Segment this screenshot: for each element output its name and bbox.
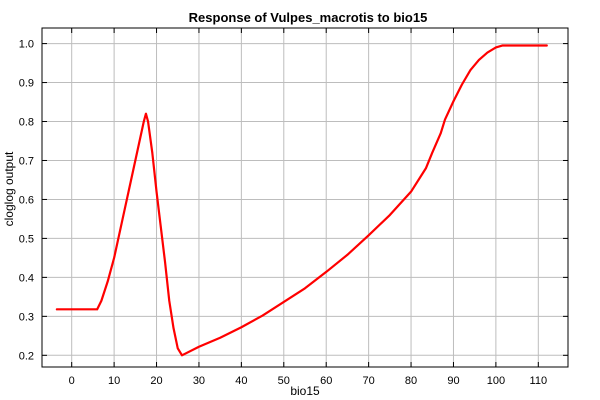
y-tick-label: 0.4 bbox=[19, 272, 34, 284]
response-curve-point bbox=[261, 314, 264, 317]
response-curve-point bbox=[478, 59, 480, 61]
x-tick-label: 40 bbox=[235, 375, 247, 387]
response-curve-point bbox=[155, 190, 158, 193]
x-tick-label: 30 bbox=[193, 375, 205, 387]
axis-ticks: 0 10 20 30 40 50 60 70 80 90 100 110 0.2 0.3 0.4 0.5 0.6… bbox=[19, 28, 568, 387]
response-curve-point bbox=[138, 140, 141, 142]
y-tick-label: 0.5 bbox=[19, 233, 34, 245]
response-curve-point bbox=[282, 301, 285, 303]
response-curve-point bbox=[113, 257, 115, 259]
response-curve-point bbox=[501, 44, 504, 47]
response-curve-point bbox=[172, 327, 175, 329]
chart-title: Response of Vulpes_macrotis to bio15 bbox=[189, 10, 428, 25]
response-curve-point bbox=[56, 308, 58, 311]
series-layer bbox=[55, 44, 548, 357]
x-tick-label: 10 bbox=[108, 375, 120, 387]
x-tick-label: 80 bbox=[405, 375, 417, 387]
response-curve-point bbox=[151, 151, 154, 154]
response-curve-point bbox=[143, 120, 145, 123]
y-tick-label: 0.3 bbox=[19, 311, 34, 323]
response-curve-point bbox=[529, 44, 531, 47]
response-curve-point bbox=[130, 179, 132, 181]
x-tick-label: 60 bbox=[320, 375, 332, 387]
y-tick-label: 0.8 bbox=[19, 117, 34, 129]
response-curve-point bbox=[168, 299, 171, 302]
grid bbox=[42, 28, 568, 367]
x-tick-label: 110 bbox=[530, 375, 548, 387]
response-curve-point bbox=[100, 299, 103, 302]
response-curve-point bbox=[545, 44, 548, 47]
y-tick-label: 0.9 bbox=[19, 78, 34, 90]
response-curve-point bbox=[507, 44, 510, 47]
response-curve-point bbox=[159, 225, 162, 228]
response-curve-point bbox=[516, 44, 518, 47]
response-curve-point bbox=[240, 326, 243, 329]
x-axis-label: bio15 bbox=[290, 384, 320, 398]
x-tick-label: 50 bbox=[278, 375, 290, 387]
response-curve-point bbox=[439, 132, 442, 135]
response-curve-point bbox=[96, 308, 98, 311]
x-tick-label: 0 bbox=[69, 375, 75, 387]
response-curve-point bbox=[346, 253, 349, 256]
response-curve-point bbox=[425, 167, 427, 170]
y-axis-label: cloglog output bbox=[2, 151, 16, 226]
response-curve-point bbox=[495, 46, 497, 49]
response-curve-point bbox=[164, 260, 166, 263]
response-curve-point bbox=[176, 347, 179, 350]
y-tick-label: 0.7 bbox=[19, 155, 34, 167]
x-tick-label: 20 bbox=[150, 375, 162, 387]
response-curve-point bbox=[431, 151, 434, 154]
response-curve-point bbox=[121, 218, 124, 220]
y-tick-label: 0.2 bbox=[19, 350, 34, 362]
x-tick-label: 70 bbox=[363, 375, 375, 387]
y-tick-label: 1.0 bbox=[19, 39, 34, 51]
y-tick-label: 0.6 bbox=[19, 194, 34, 206]
response-curve-point bbox=[219, 336, 221, 339]
response-curve-point bbox=[444, 118, 446, 121]
x-tick-label: 90 bbox=[447, 375, 459, 387]
response-curve-point bbox=[147, 120, 149, 123]
plot-area bbox=[41, 27, 569, 368]
response-curve-point bbox=[461, 83, 463, 86]
response-curve-point bbox=[145, 112, 147, 115]
response-curve-point bbox=[106, 280, 109, 283]
response-curve-line bbox=[55, 44, 548, 357]
response-curve-point bbox=[304, 287, 306, 290]
response-curve-point bbox=[181, 354, 183, 357]
response-curve-point bbox=[469, 69, 472, 71]
response-curve-point bbox=[198, 345, 200, 348]
response-curve-point bbox=[410, 190, 412, 193]
response-curve-point bbox=[325, 271, 328, 273]
response-curve-point bbox=[367, 234, 370, 237]
response-curve-point bbox=[452, 100, 455, 103]
response-curve-point bbox=[389, 214, 391, 216]
x-tick-label: 100 bbox=[487, 375, 505, 387]
response-curve-point bbox=[486, 51, 489, 54]
